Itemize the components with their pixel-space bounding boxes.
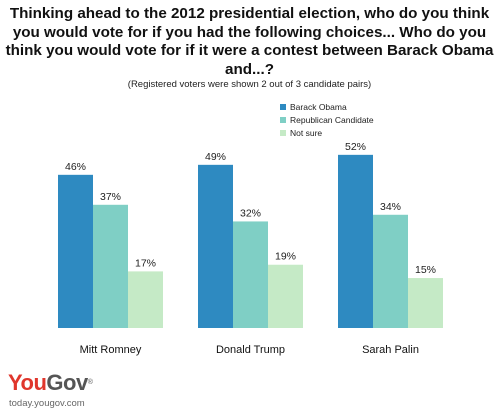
data-label-donald-trump-obama: 49% — [205, 151, 226, 163]
data-label-donald-trump-not-sure: 19% — [275, 251, 296, 263]
site-url: today.yougov.com — [9, 398, 85, 409]
legend-item-obama: Barack Obama — [280, 100, 374, 113]
bar-donald-trump-republican — [233, 221, 268, 328]
category-label-donald-trump: Donald Trump — [216, 344, 285, 356]
bar-mitt-romney-not-sure — [128, 271, 163, 328]
data-label-mitt-romney-obama: 46% — [65, 161, 86, 173]
legend-item-not-sure: Not sure — [280, 126, 374, 139]
legend-swatch-republican — [280, 116, 286, 123]
bar-mitt-romney-obama — [58, 174, 93, 328]
chart-subtitle: (Registered voters were shown 2 out of 3… — [127, 79, 372, 90]
category-label-mitt-romney: Mitt Romney — [80, 344, 142, 356]
chart-title: Thinking ahead to the 2012 presidential … — [5, 5, 494, 78]
bar-donald-trump-not-sure — [268, 264, 303, 328]
legend-label-obama: Barack Obama — [290, 101, 347, 112]
legend-swatch-not-sure — [280, 129, 286, 136]
data-label-mitt-romney-republican: 37% — [100, 191, 121, 203]
legend-label-republican: Republican Candidate — [290, 114, 374, 125]
data-label-donald-trump-republican: 32% — [240, 207, 261, 219]
data-label-sarah-palin-republican: 34% — [380, 201, 401, 213]
legend: Barack Obama Republican Candidate Not su… — [280, 100, 374, 139]
legend-label-not-sure: Not sure — [290, 127, 323, 138]
data-label-sarah-palin-not-sure: 15% — [415, 264, 436, 276]
data-label-mitt-romney-not-sure: 17% — [135, 257, 156, 269]
category-label-sarah-palin: Sarah Palin — [362, 344, 419, 356]
bar-mitt-romney-republican — [93, 204, 128, 328]
legend-item-republican: Republican Candidate — [280, 113, 374, 126]
yougov-logo: YouGov® — [8, 370, 93, 395]
bar-sarah-palin-not-sure — [408, 278, 443, 328]
data-label-sarah-palin-obama: 52% — [345, 141, 366, 153]
bar-sarah-palin-obama — [338, 154, 373, 328]
bar-sarah-palin-republican — [373, 214, 408, 328]
bar-donald-trump-obama — [198, 164, 233, 328]
legend-swatch-obama — [280, 103, 286, 110]
